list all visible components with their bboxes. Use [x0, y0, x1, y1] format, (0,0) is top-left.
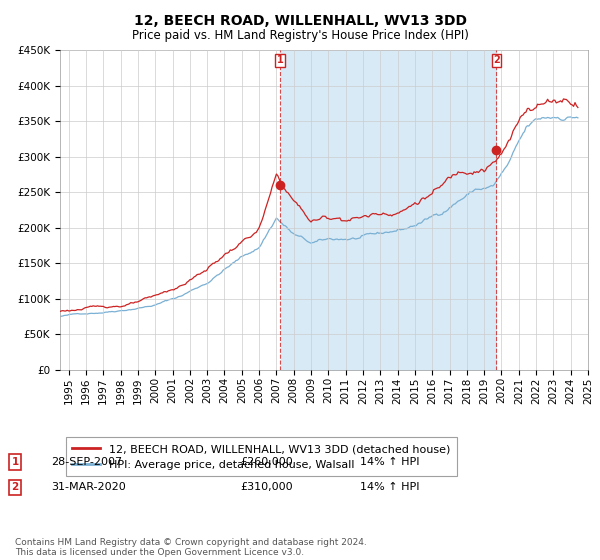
Text: 1: 1	[277, 55, 283, 65]
Text: 28-SEP-2007: 28-SEP-2007	[51, 457, 122, 467]
Text: 14% ↑ HPI: 14% ↑ HPI	[360, 457, 419, 467]
Text: 2: 2	[11, 482, 19, 492]
Text: 12, BEECH ROAD, WILLENHALL, WV13 3DD: 12, BEECH ROAD, WILLENHALL, WV13 3DD	[133, 14, 467, 28]
Legend: 12, BEECH ROAD, WILLENHALL, WV13 3DD (detached house), HPI: Average price, detac: 12, BEECH ROAD, WILLENHALL, WV13 3DD (de…	[65, 437, 457, 477]
Text: 14% ↑ HPI: 14% ↑ HPI	[360, 482, 419, 492]
Text: £260,000: £260,000	[240, 457, 293, 467]
Text: Price paid vs. HM Land Registry's House Price Index (HPI): Price paid vs. HM Land Registry's House …	[131, 29, 469, 42]
Text: 31-MAR-2020: 31-MAR-2020	[51, 482, 126, 492]
Text: £310,000: £310,000	[240, 482, 293, 492]
Text: 2: 2	[493, 55, 500, 65]
Text: 1: 1	[11, 457, 19, 467]
Text: Contains HM Land Registry data © Crown copyright and database right 2024.
This d: Contains HM Land Registry data © Crown c…	[15, 538, 367, 557]
